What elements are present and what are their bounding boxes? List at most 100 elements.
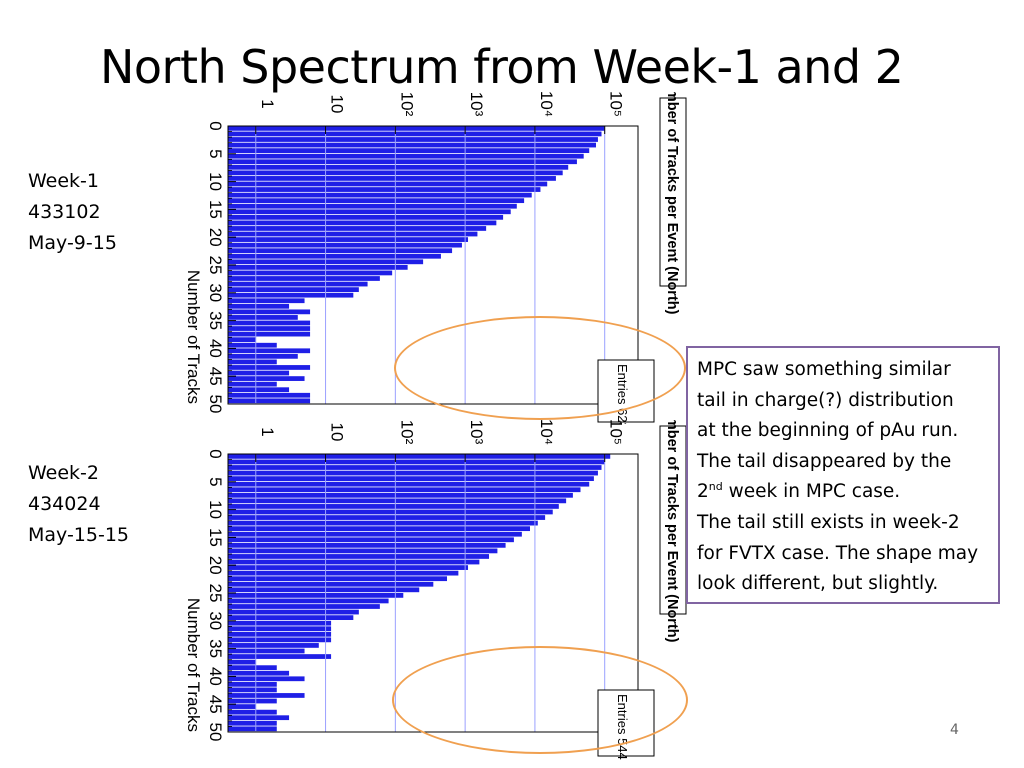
- histogram-bar: [228, 465, 602, 470]
- histogram-bar: [228, 709, 277, 715]
- histogram-bar: [228, 164, 569, 170]
- week-name: Week-2: [28, 462, 99, 484]
- run-date: May-9-15: [28, 232, 117, 254]
- histogram-bar: [228, 303, 290, 309]
- histogram-bar: [228, 587, 420, 593]
- note-line: 2nd week in MPC case.: [697, 477, 998, 508]
- histogram-bar: [228, 209, 511, 215]
- histogram-title: Number of Tracks per Event (North): [664, 420, 680, 643]
- histogram-bar: [228, 631, 332, 637]
- histogram-bar: [228, 643, 319, 648]
- histogram-title: Number of Tracks per Event (North): [664, 92, 680, 315]
- histogram-bar: [228, 659, 256, 665]
- category-tick-label: 25: [206, 584, 225, 603]
- category-tick-label: 30: [206, 611, 225, 630]
- value-tick-label: 10⁵: [607, 92, 626, 117]
- histogram-bar: [228, 270, 393, 276]
- page-number: 4: [950, 722, 959, 738]
- category-tick-label: 25: [206, 256, 225, 275]
- histogram-bar: [228, 326, 311, 331]
- category-tick-label: 40: [206, 339, 225, 358]
- histogram-bar: [228, 392, 311, 398]
- category-tick-label: 0: [206, 449, 225, 458]
- histogram-bar: [228, 654, 332, 659]
- histogram-bar: [228, 520, 538, 526]
- histogram-bar: [228, 554, 490, 559]
- note-line: The tail disappeared by the: [697, 450, 952, 472]
- value-tick-label: 10³: [467, 420, 486, 445]
- histogram-bar: [228, 231, 478, 237]
- histogram-bar: [228, 281, 368, 287]
- histogram-bar: [228, 620, 332, 626]
- histogram-bar: [228, 492, 573, 498]
- note-line: look different, but slightly.: [697, 573, 939, 595]
- histogram-bar: [228, 537, 514, 543]
- histogram-bar: [228, 698, 277, 704]
- histogram-bar: [228, 387, 290, 393]
- histogram-bar: [228, 237, 469, 242]
- annotation-callout: MPC saw something similar tail in charge…: [686, 346, 1000, 604]
- note-line: for FVTX case. The shape may: [697, 542, 979, 564]
- x-axis-title: Number of Tracks: [184, 598, 203, 732]
- note-line: MPC saw something similar: [697, 359, 951, 380]
- category-tick-label: 15: [206, 528, 225, 547]
- histogram-bar: [228, 687, 277, 693]
- histogram-bar: [228, 704, 256, 709]
- histogram-bar: [228, 153, 584, 159]
- value-tick-label: 10²: [397, 92, 416, 117]
- histogram-bar: [228, 670, 290, 676]
- histogram-bar: [228, 142, 596, 148]
- histogram-bar: [228, 559, 480, 565]
- histogram-bar: [228, 181, 548, 187]
- category-tick-label: 45: [206, 367, 225, 386]
- histogram-bar: [228, 309, 311, 315]
- histogram-svg: 0 5 10 15 20 25 30 35 40 45 50 1 10 10² 10³ 10⁴ 10⁵ Numbe…: [184, 70, 687, 444]
- histogram-bar: [228, 542, 506, 548]
- histogram-bar: [228, 276, 380, 281]
- histogram-bar: [228, 459, 605, 465]
- histogram-bar: [228, 581, 434, 587]
- histogram-bar: [228, 203, 517, 209]
- category-tick-label: 10: [206, 500, 225, 519]
- histogram-bar: [228, 593, 404, 598]
- histogram-bar: [228, 526, 530, 532]
- histogram-bar: [228, 159, 577, 165]
- week-1-label: Week-1 433102 May-9-15: [28, 166, 117, 259]
- value-tick-label: 10⁵: [607, 420, 626, 445]
- note-week-number: 2: [697, 481, 709, 503]
- highlight-ellipse: [394, 316, 686, 420]
- histogram-bar: [228, 626, 332, 632]
- histogram-bar: [228, 315, 298, 320]
- histogram-bar: [228, 337, 256, 343]
- histogram-bar: [228, 359, 277, 365]
- histogram-bar: [228, 131, 602, 137]
- week-2-histogram: 0 5 10 15 20 25 30 35 40 45 50 1 10 10² 10³ 10⁴ 10⁵ Numbe…: [170, 398, 690, 768]
- category-tick-label: 40: [206, 667, 225, 686]
- week-2-label: Week-2 434024 May-15-15: [28, 458, 129, 551]
- histogram-bar: [228, 720, 277, 726]
- run-number: 433102: [28, 201, 101, 223]
- category-tick-label: 0: [206, 121, 225, 130]
- week-name: Week-1: [28, 170, 99, 192]
- histogram-bar: [228, 476, 594, 481]
- histogram-bar: [228, 198, 525, 204]
- value-tick-label: 10³: [467, 92, 486, 117]
- category-tick-label: 50: [206, 723, 225, 742]
- run-date: May-15-15: [28, 524, 130, 546]
- histogram-bar: [228, 693, 305, 698]
- value-tick-label: 10⁴: [537, 92, 556, 117]
- histogram-bar: [228, 292, 354, 298]
- note-line: tail in charge(?) distribution: [697, 389, 954, 411]
- histogram-bar: [228, 253, 441, 259]
- category-tick-label: 5: [206, 477, 225, 486]
- histogram-bar: [228, 226, 487, 231]
- histogram-svg: 0 5 10 15 20 25 30 35 40 45 50 1 10 10² 10³ 10⁴ 10⁵ Numbe…: [184, 398, 687, 768]
- category-tick-label: 5: [206, 149, 225, 158]
- value-tick-label: 10: [328, 423, 347, 442]
- histogram-bar: [228, 242, 462, 248]
- histogram-bar: [228, 570, 459, 576]
- histogram-bar: [228, 637, 332, 643]
- histogram-bar: [228, 214, 504, 220]
- histogram-bar: [228, 504, 559, 509]
- histogram-bar: [228, 248, 453, 254]
